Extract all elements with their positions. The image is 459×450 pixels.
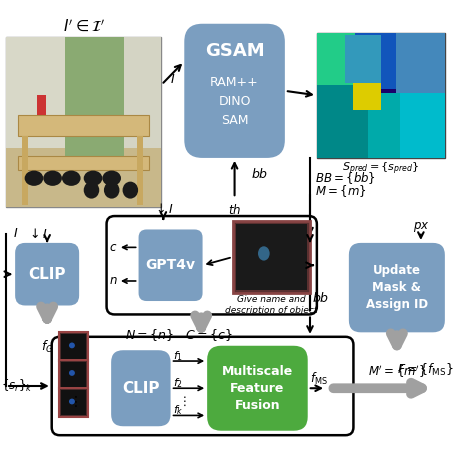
FancyBboxPatch shape: [235, 224, 307, 290]
Text: $\{s_r\}_k \rightarrow$: $\{s_r\}_k \rightarrow$: [1, 378, 45, 394]
Text: $F = \{f_{\mathrm{MS}}\}$: $F = \{f_{\mathrm{MS}}\}$: [396, 362, 453, 378]
FancyBboxPatch shape: [344, 35, 380, 83]
FancyBboxPatch shape: [18, 115, 149, 136]
Text: $c$: $c$: [109, 241, 118, 254]
Text: $th$: $th$: [228, 202, 241, 216]
Text: $I$: $I$: [170, 73, 175, 86]
FancyBboxPatch shape: [316, 86, 374, 158]
Text: $BB = \{bb\}$: $BB = \{bb\}$: [314, 170, 375, 186]
FancyBboxPatch shape: [6, 37, 161, 148]
Text: GSAM: GSAM: [204, 41, 264, 59]
Text: CLIP: CLIP: [122, 381, 159, 396]
FancyBboxPatch shape: [61, 391, 86, 415]
Text: $f_1$: $f_1$: [173, 349, 183, 363]
Ellipse shape: [43, 171, 62, 186]
FancyBboxPatch shape: [65, 37, 124, 160]
Ellipse shape: [62, 171, 80, 186]
Ellipse shape: [122, 182, 138, 198]
FancyBboxPatch shape: [367, 93, 406, 158]
FancyBboxPatch shape: [352, 83, 380, 110]
Ellipse shape: [69, 370, 75, 376]
FancyBboxPatch shape: [51, 337, 353, 435]
Text: $\vdots$: $\vdots$: [177, 395, 186, 409]
FancyBboxPatch shape: [6, 148, 161, 207]
Text: $\downarrow I$: $\downarrow I$: [27, 227, 48, 241]
FancyBboxPatch shape: [37, 95, 46, 115]
Text: Give name and
description of object: Give name and description of object: [225, 295, 317, 315]
Text: CLIP: CLIP: [28, 267, 66, 282]
Text: GPT4v: GPT4v: [145, 258, 195, 272]
Text: Update
Mask &
Assign ID: Update Mask & Assign ID: [365, 264, 427, 311]
FancyBboxPatch shape: [184, 24, 284, 158]
Text: $f_2$: $f_2$: [173, 376, 183, 390]
Text: $bb$: $bb$: [251, 166, 268, 180]
FancyBboxPatch shape: [316, 33, 444, 158]
FancyBboxPatch shape: [354, 33, 399, 89]
FancyBboxPatch shape: [348, 243, 444, 333]
FancyBboxPatch shape: [6, 37, 161, 207]
FancyBboxPatch shape: [61, 334, 86, 360]
FancyBboxPatch shape: [18, 156, 149, 170]
Ellipse shape: [84, 182, 99, 198]
FancyBboxPatch shape: [395, 33, 444, 95]
Ellipse shape: [25, 171, 43, 186]
Text: $\vdots$: $\vdots$: [68, 394, 78, 409]
Text: $f_k$: $f_k$: [173, 403, 183, 417]
FancyBboxPatch shape: [58, 360, 88, 389]
Text: $N = \{n\}$   $C = \{c\}$: $N = \{n\}$ $C = \{c\}$: [124, 327, 232, 342]
Text: $\downarrow I$: $\downarrow I$: [153, 202, 174, 216]
FancyBboxPatch shape: [22, 136, 28, 205]
FancyBboxPatch shape: [106, 216, 316, 315]
Text: Multiscale
Feature
Fusion: Multiscale Feature Fusion: [221, 365, 292, 412]
FancyBboxPatch shape: [316, 33, 361, 89]
Ellipse shape: [104, 182, 119, 198]
Text: $f_{\mathrm{MS}}$: $f_{\mathrm{MS}}$: [309, 371, 327, 387]
FancyBboxPatch shape: [207, 346, 307, 431]
Ellipse shape: [69, 342, 75, 348]
FancyBboxPatch shape: [6, 37, 65, 148]
FancyBboxPatch shape: [15, 243, 79, 306]
Text: $bb$: $bb$: [312, 291, 329, 306]
Ellipse shape: [84, 171, 102, 186]
FancyBboxPatch shape: [58, 388, 88, 418]
Ellipse shape: [257, 246, 269, 261]
FancyBboxPatch shape: [232, 221, 310, 293]
FancyBboxPatch shape: [58, 333, 88, 361]
FancyBboxPatch shape: [136, 136, 142, 205]
Text: $M' = \{m'\}$: $M' = \{m'\}$: [367, 364, 425, 380]
Text: $S_{pred} = \{s_{pred}\}$: $S_{pred} = \{s_{pred}\}$: [341, 161, 419, 177]
Ellipse shape: [102, 171, 121, 186]
FancyBboxPatch shape: [138, 230, 202, 301]
Text: $px$: $px$: [412, 220, 428, 234]
FancyBboxPatch shape: [399, 93, 444, 158]
Text: $n$: $n$: [109, 274, 118, 288]
FancyBboxPatch shape: [111, 350, 170, 426]
FancyBboxPatch shape: [61, 362, 86, 387]
Text: $f_G$: $f_G$: [41, 339, 53, 355]
Text: $M = \{m\}$: $M = \{m\}$: [314, 184, 365, 199]
Text: $I' \in \mathcal{I}'$: $I' \in \mathcal{I}'$: [62, 18, 105, 34]
Text: RAM++
DINO
SAM: RAM++ DINO SAM: [210, 76, 258, 127]
Text: $I$: $I$: [13, 227, 18, 240]
Ellipse shape: [69, 399, 75, 405]
FancyBboxPatch shape: [124, 37, 161, 148]
